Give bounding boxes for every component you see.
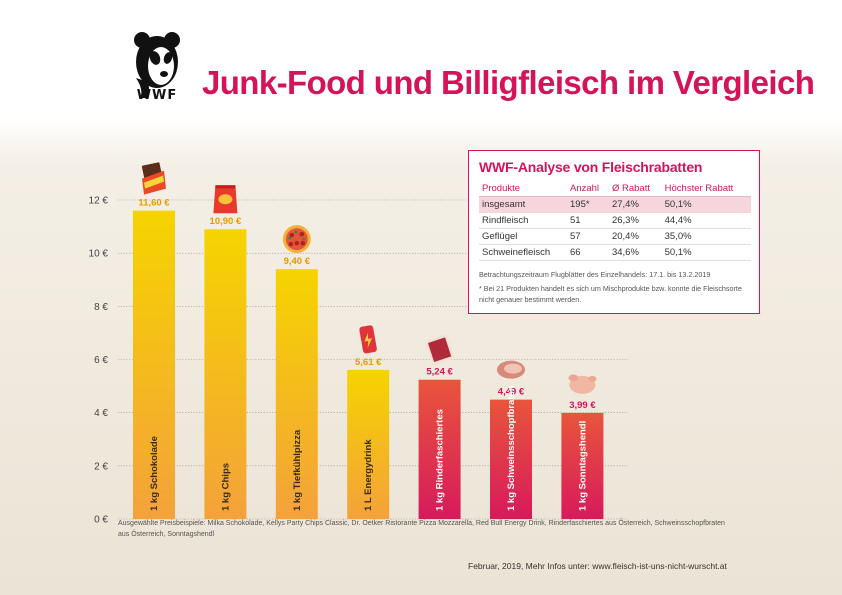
wwf-panda-logo (134, 32, 180, 98)
energy-drink-icon (359, 325, 377, 354)
category-label: 1 kg Rinderfaschiertes (435, 409, 446, 511)
table-cell: 34,6% (608, 244, 662, 261)
table-cell: 50,1% (661, 244, 751, 261)
table-header: Ø Rabatt (608, 181, 662, 197)
y-tick-label: 2 € (94, 461, 108, 472)
value-label: 9,40 € (284, 256, 311, 267)
table-header: Produkte (479, 181, 567, 197)
table-cell: Rindfleisch (479, 212, 567, 229)
pizza-icon (282, 225, 311, 254)
bar (204, 229, 247, 519)
category-label: 1 kg Tiefkühlpizza (292, 429, 303, 511)
analysis-note: * Bei 21 Produkten handelt es sich um Mi… (479, 283, 742, 304)
table-cell: 50,1% (661, 196, 751, 213)
analysis-table: Produkte Anzahl Ø Rabatt Höchster Rabatt… (479, 181, 751, 261)
y-tick-label: 4 € (94, 408, 108, 419)
table-cell: 195* (567, 196, 609, 213)
bar (133, 210, 175, 519)
page-title: Junk-Food und Billigfleisch im Vergleich (202, 64, 815, 101)
bar (347, 369, 390, 519)
table-header: Anzahl (567, 181, 609, 197)
table-row: insgesamt 195* 27,4% 50,1% (479, 196, 751, 213)
value-label: 10,90 € (210, 216, 242, 227)
source-line: Februar, 2019, Mehr Infos unter: www.fle… (468, 561, 727, 571)
value-label: 5,24 € (426, 367, 453, 378)
table-row: Schweinefleisch 66 34,6% 50,1% (479, 244, 751, 261)
y-tick-label: 6 € (94, 355, 108, 366)
category-label: 1 kg Schokolade (149, 436, 160, 511)
y-tick-label: 0 € (94, 515, 108, 526)
value-label: 11,60 € (138, 198, 170, 209)
table-cell: 51 (567, 212, 609, 229)
table-cell: 20,4% (608, 228, 662, 245)
table-cell: 27,4% (608, 196, 662, 213)
table-cell: 26,3% (608, 212, 662, 229)
value-label: 5,61 € (355, 357, 382, 368)
roast-chicken-icon (568, 374, 597, 394)
bar (490, 399, 532, 519)
wwf-logo-text: WWF (136, 88, 178, 103)
y-tick-label: 12 € (89, 196, 109, 207)
bar (418, 379, 461, 519)
table-cell: Geflügel (479, 228, 567, 245)
pork-roast-icon (497, 360, 525, 379)
analysis-title: WWF-Analyse von Fleischrabatten (479, 159, 703, 175)
analysis-panel: WWF-Analyse von Fleischrabatten Produkte… (468, 150, 760, 314)
category-label: 1 L Energydrink (363, 439, 374, 511)
category-label: 1 kg Schweinsschopfbraten (506, 385, 517, 511)
minced-meat-icon (424, 334, 455, 366)
table-cell: Schweinefleisch (479, 244, 567, 261)
table-cell: 44,4% (661, 212, 751, 229)
y-tick-label: 10 € (89, 249, 109, 260)
table-header: Höchster Rabatt (661, 181, 751, 197)
value-label: 3,99 € (569, 400, 596, 411)
table-cell: 35,0% (661, 228, 751, 245)
table-header-row: Produkte Anzahl Ø Rabatt Höchster Rabatt (479, 181, 751, 197)
bar (561, 412, 604, 519)
chips-icon (213, 185, 238, 214)
table-row: Rindfleisch 51 26,3% 44,4% (479, 212, 751, 229)
bar (275, 269, 318, 519)
category-label: 1 kg Chips (220, 463, 231, 511)
table-cell: 57 (567, 228, 609, 245)
category-label: 1 kg Sonntagshendl (577, 421, 588, 511)
table-cell: 66 (567, 244, 609, 261)
price-examples-footnote: Ausgewählte Preisbeispiele: Milka Schoko… (118, 520, 725, 538)
analysis-period: Betrachtungszeitraum Flugblätter des Ein… (479, 270, 711, 279)
table-cell: insgesamt (479, 196, 567, 213)
chocolate-icon (141, 162, 166, 195)
table-row: Geflügel 57 20,4% 35,0% (479, 228, 751, 245)
value-label: 4,49 € (498, 387, 525, 398)
y-tick-label: 8 € (94, 302, 108, 313)
